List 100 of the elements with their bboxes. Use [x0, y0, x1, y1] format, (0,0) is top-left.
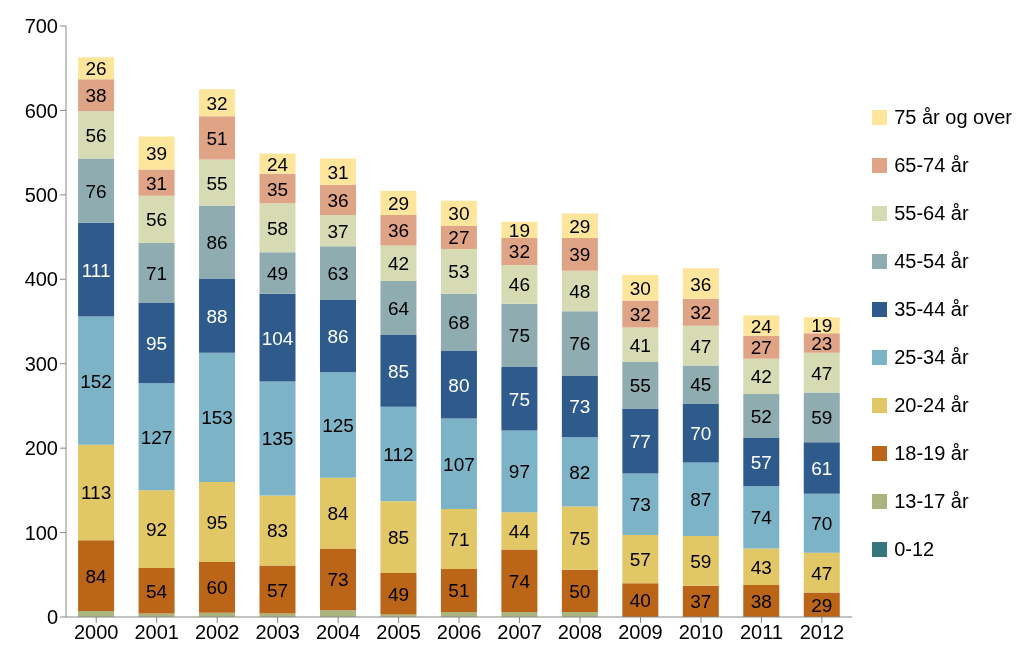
data-label: 59	[690, 550, 712, 572]
data-label: 46	[508, 274, 530, 296]
data-label: 76	[569, 333, 591, 355]
data-label: 32	[690, 302, 712, 324]
data-label: 51	[206, 127, 228, 149]
data-label: 86	[327, 325, 349, 347]
legend-label: 25-34 år	[894, 345, 969, 369]
x-tick-label: 2000	[73, 621, 119, 644]
data-label: 60	[206, 577, 228, 599]
bar	[440, 293, 477, 352]
bar	[501, 264, 538, 304]
data-label: 107	[443, 453, 475, 475]
data-label: 95	[146, 333, 168, 355]
bar	[682, 462, 719, 536]
x-tick-label: 2010	[678, 621, 724, 644]
bar	[199, 481, 236, 563]
bar	[319, 372, 356, 478]
data-label: 57	[629, 549, 651, 571]
data-label: 111	[81, 259, 111, 281]
bar	[501, 367, 538, 431]
data-label: 48	[569, 281, 591, 303]
data-label: 30	[448, 203, 470, 225]
data-label: 113	[80, 482, 112, 504]
data-label: 75	[508, 388, 530, 410]
data-label: 36	[387, 220, 410, 242]
bar	[622, 408, 659, 474]
bar	[561, 311, 598, 376]
bar	[803, 392, 840, 443]
data-label: 37	[690, 591, 712, 613]
data-label: 51	[448, 580, 470, 602]
data-label: 47	[811, 562, 833, 584]
bar	[199, 205, 236, 279]
data-label: 152	[80, 370, 112, 392]
bar	[561, 437, 598, 507]
data-label: 74	[750, 507, 773, 529]
bar	[259, 293, 296, 382]
data-label: 76	[85, 180, 107, 202]
bar	[199, 562, 236, 613]
bar	[199, 116, 236, 160]
data-label: 64	[387, 297, 410, 319]
bar	[380, 501, 417, 574]
legend-label: 75 år og over	[894, 105, 1012, 129]
data-label: 112	[383, 444, 414, 466]
data-label: 39	[146, 143, 168, 165]
data-label: 80	[448, 374, 470, 396]
bar	[78, 316, 115, 445]
legend-label: 13-17 år	[894, 489, 969, 513]
data-label: 45	[690, 374, 712, 396]
data-label: 59	[811, 407, 833, 429]
data-label: 49	[266, 262, 289, 284]
bar	[803, 442, 840, 494]
data-label: 85	[387, 360, 410, 382]
bar	[501, 549, 538, 612]
bar	[319, 477, 356, 549]
bar	[501, 303, 538, 368]
bar	[78, 222, 115, 317]
data-label: 40	[629, 590, 651, 612]
data-label: 36	[327, 189, 349, 211]
x-tick-label: 2011	[739, 621, 783, 644]
data-label: 32	[629, 303, 651, 325]
data-label: 43	[750, 556, 772, 578]
bar	[622, 327, 659, 363]
y-tick-label: 300	[24, 352, 58, 375]
y-tick-label: 400	[24, 268, 58, 291]
data-label: 36	[690, 273, 712, 295]
data-label: 85	[387, 527, 410, 549]
data-label: 29	[387, 192, 410, 214]
bar	[259, 252, 296, 294]
data-label: 63	[327, 262, 349, 284]
bar	[319, 548, 356, 611]
bar	[561, 375, 598, 438]
x-tick-label: 2001	[134, 621, 179, 644]
data-label: 44	[508, 520, 531, 542]
data-label: 61	[811, 457, 833, 479]
data-label: 39	[569, 244, 591, 266]
y-tick-label: 600	[24, 99, 58, 122]
data-label: 56	[146, 209, 168, 231]
data-label: 153	[201, 407, 233, 429]
bar	[380, 335, 417, 407]
bar	[259, 381, 296, 496]
bar	[199, 352, 236, 482]
data-label: 73	[569, 396, 591, 418]
data-label: 71	[448, 528, 470, 550]
data-label: 29	[811, 594, 833, 616]
data-label: 31	[146, 172, 168, 194]
bar	[803, 493, 840, 553]
bar	[682, 403, 719, 463]
bar	[138, 383, 175, 491]
data-label: 68	[448, 312, 470, 334]
data-label: 87	[690, 489, 712, 511]
legend-label: 35-44 år	[894, 297, 969, 321]
bar	[803, 552, 840, 593]
bar	[501, 430, 538, 513]
data-label: 49	[387, 583, 410, 605]
data-label: 75	[508, 325, 530, 347]
data-label: 58	[266, 217, 289, 239]
data-label: 47	[690, 335, 712, 357]
bar	[380, 280, 417, 336]
legend-label: 18-19 år	[894, 441, 969, 465]
bar	[440, 508, 477, 569]
